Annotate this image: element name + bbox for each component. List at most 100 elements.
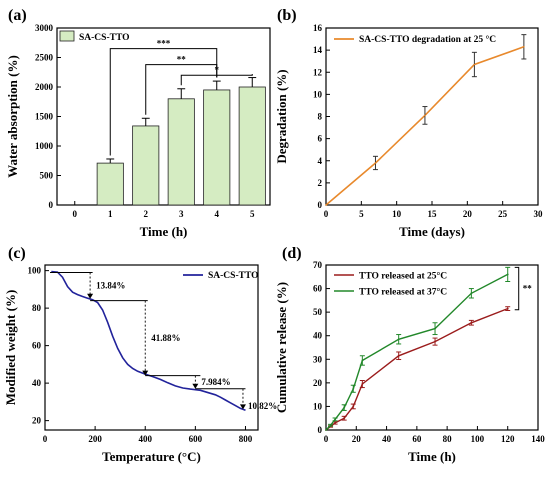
legend-swatch — [59, 30, 75, 42]
data-point — [397, 338, 400, 341]
y-tick-label: 10 — [313, 89, 323, 99]
y-tick-label: 1500 — [35, 112, 54, 122]
arrow-head — [142, 370, 149, 376]
data-point — [470, 321, 473, 324]
data-point — [343, 406, 346, 409]
x-tick-label: 2 — [144, 209, 149, 219]
x-tick-label: 20 — [352, 434, 362, 444]
y-tick-label: 2500 — [35, 53, 54, 63]
y-axis-label: Water absorption (%) — [5, 55, 20, 178]
bar — [132, 125, 160, 206]
y-tick-label: 1000 — [35, 141, 54, 151]
series-line — [325, 273, 509, 431]
y-axis-label: Cumulative release (%) — [274, 282, 289, 413]
x-tick-label: 25 — [498, 209, 508, 219]
data-point — [470, 292, 473, 295]
panel-label: (a) — [8, 7, 27, 24]
significance-label: ** — [177, 55, 187, 65]
y-tick-label: 20 — [313, 378, 323, 388]
y-tick-label: 14 — [313, 45, 323, 55]
y-tick-label: 8 — [318, 112, 323, 122]
x-tick-label: 80 — [443, 434, 453, 444]
y-tick-label: 100 — [28, 266, 42, 276]
data-point — [434, 327, 436, 330]
plot-frame — [325, 264, 539, 431]
bar — [203, 89, 231, 206]
panel-label: (b) — [277, 7, 297, 24]
y-axis-label: Modified weight (%) — [3, 290, 18, 406]
panel-c: 0 200 400 600 800 20 40 60 80 100 Temperature (°C)… — [3, 245, 277, 464]
x-tick-label: 140 — [531, 434, 545, 444]
legend-label: SA-CS-TTO — [208, 271, 259, 281]
data-point — [352, 405, 355, 408]
data-point — [506, 307, 509, 310]
data-point — [334, 422, 336, 424]
panel-label: (d) — [282, 245, 302, 262]
y-tick-label: 16 — [313, 23, 323, 33]
significance-label: *** — [157, 39, 171, 49]
x-tick-label: 20 — [463, 209, 473, 219]
significance-bracket — [145, 64, 218, 115]
legend-label: TTO released at 25°C — [359, 271, 447, 282]
y-tick-label: 6 — [318, 134, 323, 144]
significance-label: * — [215, 65, 220, 75]
x-tick-label: 30 — [534, 209, 544, 219]
x-tick-label: 120 — [501, 434, 515, 444]
x-tick-label: 60 — [412, 434, 422, 444]
y-tick-label: 0 — [49, 200, 54, 210]
weight-loss-label: 7.984% — [201, 377, 230, 387]
weight-loss-label: 10.82% — [248, 401, 277, 411]
data-point — [361, 383, 364, 385]
y-tick-label: 2 — [318, 178, 323, 188]
x-tick-label: 800 — [239, 434, 253, 444]
x-tick-label: 1 — [108, 209, 113, 219]
y-tick-label: 60 — [32, 341, 42, 351]
significance-label: ** — [523, 284, 533, 294]
data-point — [329, 424, 332, 427]
plot-frame — [44, 264, 259, 431]
x-tick-label: 200 — [88, 434, 102, 444]
data-point — [424, 114, 426, 117]
data-point — [325, 429, 327, 431]
series-line — [325, 307, 508, 431]
arrow-head — [192, 383, 199, 389]
x-tick-label: 0 — [324, 209, 329, 219]
x-tick-label: 100 — [471, 434, 485, 444]
bar — [96, 162, 124, 206]
x-tick-label: 15 — [428, 209, 438, 219]
legend-label: SA-CS-TTO — [79, 33, 130, 43]
x-axis-label: Time (days) — [399, 224, 465, 239]
series-line — [51, 270, 246, 412]
panel-a: 0 1 2 3 4 5 0 500 1000 1500 2000 2500 3000 Time (h) Wa… — [5, 7, 271, 239]
data-point — [361, 359, 364, 362]
x-tick-label: 600 — [189, 434, 203, 444]
y-axis-label: Degradation (%) — [274, 69, 289, 163]
y-tick-label: 3000 — [35, 23, 54, 33]
arrow-head — [87, 293, 94, 299]
x-tick-label: 5 — [250, 209, 255, 219]
x-axis-label: Time (h) — [408, 449, 456, 464]
legend-label: SA-CS-TTO degradation at 25 °C — [359, 34, 496, 45]
y-tick-label: 50 — [313, 307, 323, 317]
data-point — [343, 417, 346, 420]
y-tick-label: 0 — [318, 200, 323, 210]
bar — [167, 98, 195, 206]
x-axis-label: Time (h) — [140, 224, 188, 239]
plot-frame — [56, 27, 271, 206]
panel-label: (c) — [8, 245, 26, 262]
significance-bracket — [180, 74, 253, 86]
significance-bracket — [514, 266, 520, 311]
x-tick-label: 5 — [359, 209, 364, 219]
y-tick-label: 40 — [32, 378, 42, 388]
data-point — [434, 340, 436, 343]
data-point — [325, 204, 327, 206]
y-tick-label: 60 — [313, 284, 323, 294]
data-point — [506, 273, 509, 276]
x-tick-label: 0 — [73, 209, 78, 219]
x-tick-label: 3 — [179, 209, 184, 219]
data-point — [473, 63, 476, 66]
x-tick-label: 400 — [138, 434, 152, 444]
weight-loss-label: 13.84% — [96, 281, 125, 291]
y-tick-label: 80 — [32, 303, 42, 313]
